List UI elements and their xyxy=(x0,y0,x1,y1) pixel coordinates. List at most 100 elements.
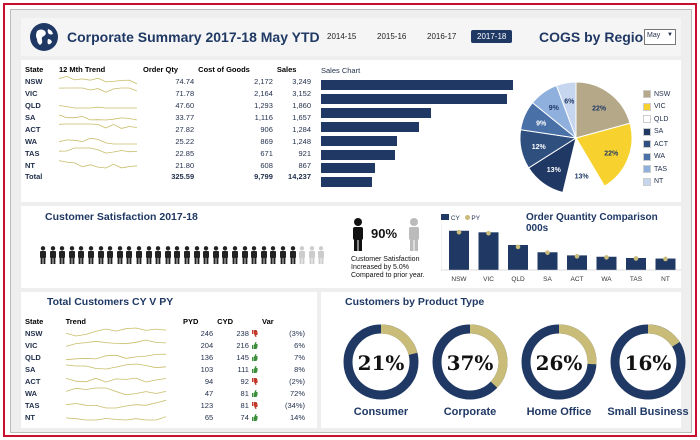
satisfaction-title: Customer Satisfaction 2017-18 xyxy=(45,211,198,223)
cust-cyd: 81 xyxy=(240,400,249,410)
sales-bar-nt xyxy=(321,177,373,188)
summary-cogs: 869 xyxy=(260,136,273,146)
satisfaction-note: Customer Satisfaction Increased by 5.0% … xyxy=(351,256,425,280)
summary-qty: 25.22 xyxy=(175,136,195,146)
order-x-label: WA xyxy=(601,276,612,283)
summary-sales: 921 xyxy=(298,148,311,158)
summary-sales: 867 xyxy=(298,160,311,170)
cust-sparkline-cell xyxy=(64,351,181,363)
sales-chart-label: Sales Chart xyxy=(321,66,361,75)
person-icon xyxy=(116,246,123,264)
sparkline xyxy=(65,353,166,361)
pie-legend-item: ACT xyxy=(643,138,670,151)
customers-panel: Total Customers CY V PY State Trend PYD … xyxy=(21,292,317,428)
cust-cyd: 216 xyxy=(236,340,249,350)
summary-sales: 1,284 xyxy=(292,124,311,134)
customer-row: SA 103 111 8% xyxy=(23,363,307,375)
py-marker-wa xyxy=(604,255,609,260)
sales-bar-wa xyxy=(321,149,395,160)
year-tab-2014-15[interactable]: 2014-15 xyxy=(327,32,357,41)
person-icon-grey xyxy=(409,218,419,251)
sparkline xyxy=(58,87,138,93)
customer-row: NT 65 74 14% xyxy=(23,411,307,423)
cust-cyd: 145 xyxy=(236,352,249,362)
cy-bar-nt xyxy=(655,258,676,270)
total-cogs: 9,799 xyxy=(254,172,273,181)
py-marker-vic xyxy=(486,230,491,236)
satisfaction-note-line1: Customer Satisfaction xyxy=(351,256,420,263)
pie-slice-nsw xyxy=(575,81,631,139)
cust-cyd: 92 xyxy=(240,376,249,386)
cust-pyd: 47 xyxy=(204,388,214,398)
sparkline-cell xyxy=(57,75,141,87)
satisfaction-note-line2: Increased by 5.0% xyxy=(351,264,409,271)
donut-label: Small Business xyxy=(607,406,689,418)
thumbs-up-icon xyxy=(251,390,258,398)
person-icon xyxy=(126,246,133,264)
cust-var: 8% xyxy=(294,364,305,374)
pie-slice-vic xyxy=(575,122,633,187)
cy-bar-nsw xyxy=(449,230,469,270)
summary-qty: 21.80 xyxy=(175,160,195,170)
person-icon xyxy=(145,246,152,264)
cust-cyd-cell: 74 xyxy=(215,411,260,423)
donut-segment xyxy=(521,324,597,400)
summary-state: TAS xyxy=(25,148,40,158)
dashboard-frame: Corporate Summary 2017-18 May YTD 2014-1… xyxy=(3,3,697,437)
summary-qty: 33.77 xyxy=(175,112,195,122)
donut-home-office xyxy=(521,324,597,400)
sparkline xyxy=(58,75,138,85)
sparkline xyxy=(65,416,166,421)
total-qty: 325.59 xyxy=(171,172,195,181)
sales-bar-tas xyxy=(321,163,376,174)
pie-legend: NSW VIC QLD SA ACT WA TAS NT xyxy=(643,88,670,188)
cust-cyd: 74 xyxy=(240,412,249,422)
legend-label: TAS xyxy=(654,165,668,173)
customer-row: TAS 123 81 (34%) xyxy=(23,399,307,411)
person-icon xyxy=(68,246,75,264)
col-trend: 12 Mth Trend xyxy=(59,65,106,74)
summary-sales: 3,152 xyxy=(292,88,311,98)
cust-state: SA xyxy=(25,364,36,374)
donut-corporate xyxy=(432,324,508,400)
cust-pyd: 94 xyxy=(204,376,214,386)
pie-legend-item: QLD xyxy=(643,113,670,126)
person-icon xyxy=(241,246,248,264)
satisfaction-pct: 90% xyxy=(371,226,398,241)
cust-sparkline-cell xyxy=(64,387,181,399)
cogs-title: COGS by Region xyxy=(539,29,652,45)
cy-bar-tas xyxy=(626,258,646,270)
order-qty-chart: NSW VIC QLD SA ACT WA TAS NT xyxy=(441,224,681,283)
customer-row: ACT 94 92 (2%) xyxy=(23,375,307,387)
cust-pyd: 204 xyxy=(200,340,214,350)
cust-var: 14% xyxy=(289,412,305,422)
cust-var: 7% xyxy=(294,352,305,362)
month-select-value: May xyxy=(647,32,661,39)
year-tab-2015-16[interactable]: 2015-16 xyxy=(377,32,407,41)
order-x-label: SA xyxy=(543,276,552,283)
summary-row: NSW 74.74 2,172 3,249 xyxy=(23,75,313,87)
sparkline-cell xyxy=(57,147,141,159)
sparkline-cell xyxy=(57,87,141,99)
year-tab-2017-18[interactable]: 2017-18 xyxy=(471,30,513,43)
year-tab-2016-17[interactable]: 2016-17 xyxy=(427,32,457,41)
people-icons xyxy=(39,246,331,264)
summary-row: QLD 47.60 1,293 1,860 xyxy=(23,99,313,111)
summary-state: NSW xyxy=(25,76,43,86)
person-icon xyxy=(174,246,181,264)
sales-bar-qld xyxy=(321,107,431,118)
sparkline xyxy=(58,114,138,121)
cust-state: WA xyxy=(25,388,38,398)
legend-swatch xyxy=(643,152,651,161)
cust-pyd: 136 xyxy=(200,352,214,362)
cust-var: (3%) xyxy=(289,328,305,338)
total-sales: 14,237 xyxy=(288,172,311,181)
cust-pyd: 246 xyxy=(200,328,214,338)
month-select[interactable]: May ▼ xyxy=(644,29,676,45)
pie-legend-item: VIC xyxy=(643,101,670,114)
cust-col-trend: Trend xyxy=(65,317,86,326)
pie-label: 13% xyxy=(575,174,590,181)
summary-state: ACT xyxy=(25,124,41,134)
summary-panel: State 12 Mth Trend Order Qty Cost of Goo… xyxy=(21,60,681,202)
person-icon xyxy=(59,246,66,264)
